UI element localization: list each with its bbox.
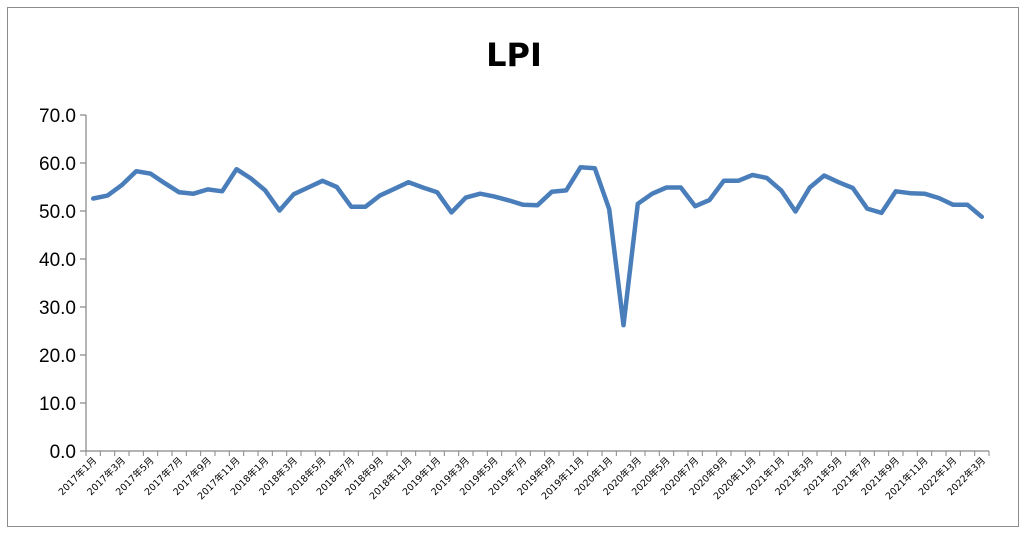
data-point: [507, 198, 511, 202]
data-point: [492, 194, 496, 198]
data-point: [406, 180, 410, 184]
data-point: [951, 203, 955, 207]
data-point: [349, 205, 353, 209]
data-point: [736, 179, 740, 183]
series-group: [90, 165, 985, 328]
data-point: [922, 192, 926, 196]
data-point: [120, 183, 124, 187]
x-axis: 2017年1月2017年3月2017年5月2017年7月2017年9月2017年…: [56, 450, 990, 502]
chart-title: LPI: [486, 36, 542, 74]
data-point: [664, 185, 668, 189]
y-tick-label: 60.0: [39, 154, 76, 175]
data-point: [564, 188, 568, 192]
data-point: [765, 176, 769, 180]
data-point: [134, 169, 138, 173]
data-point: [392, 187, 396, 191]
data-point: [177, 190, 181, 194]
data-point: [593, 166, 597, 170]
y-axis: 0.0 10.0 20.0 30.0 40.0 50.0 60.0 70.0: [39, 106, 87, 463]
y-tick-label: 0.0: [50, 442, 76, 463]
data-point: [435, 190, 439, 194]
line-chart: LPI 0.0 10.0 20.0 30.0 40.0 50.0 60.0 70.0 2017…: [39, 36, 990, 502]
data-point: [91, 196, 95, 200]
data-point: [449, 210, 453, 214]
data-point: [263, 188, 267, 192]
data-point: [148, 171, 152, 175]
data-point: [851, 186, 855, 190]
data-point: [464, 195, 468, 199]
y-tick-label: 70.0: [39, 106, 76, 127]
data-point: [894, 189, 898, 193]
data-point: [478, 192, 482, 196]
y-tick-label: 10.0: [39, 394, 76, 415]
y-tick-label: 30.0: [39, 298, 76, 319]
data-point: [865, 206, 869, 210]
chart-frame: LPI 0.0 10.0 20.0 30.0 40.0 50.0 60.0 70.0 2017…: [7, 7, 1019, 527]
data-point: [306, 185, 310, 189]
data-point: [679, 185, 683, 189]
data-point: [378, 193, 382, 197]
data-point: [621, 323, 625, 327]
data-point: [965, 203, 969, 207]
data-point: [578, 165, 582, 169]
data-point: [908, 191, 912, 195]
series-line-lpi: [90, 165, 985, 328]
data-point: [335, 185, 339, 189]
data-point: [206, 187, 210, 191]
data-point: [779, 188, 783, 192]
y-tick-label: 40.0: [39, 250, 76, 271]
data-point: [163, 181, 167, 185]
data-point: [750, 173, 754, 177]
data-point: [879, 211, 883, 215]
data-point: [234, 167, 238, 171]
data-point: [822, 173, 826, 177]
y-tick-label: 50.0: [39, 202, 76, 223]
data-point: [550, 190, 554, 194]
data-point: [320, 179, 324, 183]
data-point: [363, 205, 367, 209]
data-point: [277, 208, 281, 212]
data-point: [535, 203, 539, 207]
data-point: [980, 215, 984, 219]
data-point: [937, 196, 941, 200]
data-point: [693, 204, 697, 208]
data-point: [607, 207, 611, 211]
data-point: [808, 185, 812, 189]
data-point: [836, 180, 840, 184]
data-point: [793, 209, 797, 213]
data-point: [220, 189, 224, 193]
data-point: [707, 198, 711, 202]
data-point: [292, 192, 296, 196]
data-point: [249, 176, 253, 180]
data-point: [650, 192, 654, 196]
data-point: [191, 192, 195, 196]
y-tick-label: 20.0: [39, 346, 76, 367]
data-point: [421, 185, 425, 189]
data-point: [521, 203, 525, 207]
data-point: [105, 193, 109, 197]
data-point: [636, 202, 640, 206]
data-point: [722, 179, 726, 183]
